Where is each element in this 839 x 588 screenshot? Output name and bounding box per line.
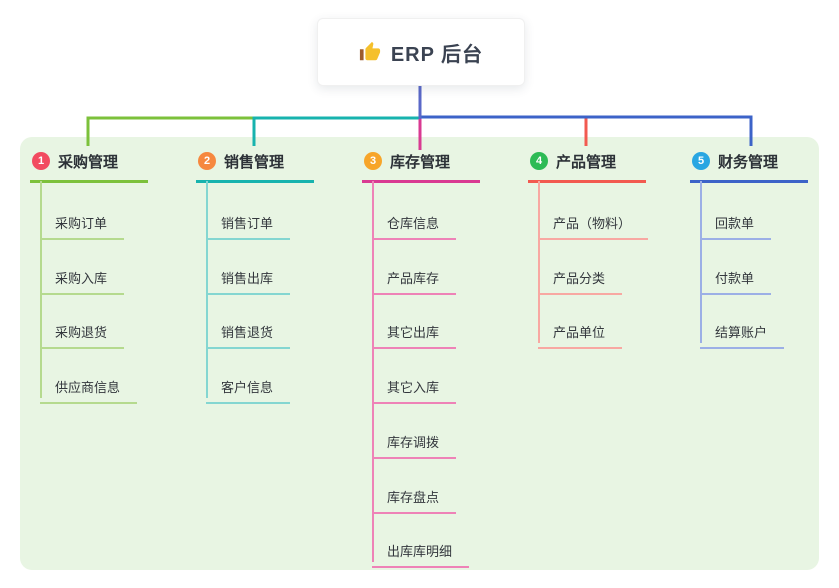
child-node[interactable]: 采购入库: [40, 260, 125, 295]
branch-label: 库存管理: [390, 153, 451, 171]
child-node[interactable]: 采购退货: [40, 314, 125, 349]
child-node[interactable]: 其它出库: [372, 314, 457, 349]
child-node[interactable]: 结算账户: [700, 314, 785, 349]
child-node[interactable]: 仓库信息: [372, 205, 457, 240]
child-node[interactable]: 付款单: [700, 260, 772, 295]
child-node[interactable]: 库存盘点: [372, 479, 457, 514]
branch-child-line: [538, 181, 540, 343]
branch-title-3[interactable]: 3 库存管理: [362, 146, 480, 183]
child-node[interactable]: 回款单: [700, 205, 772, 240]
branch-label: 产品管理: [556, 153, 617, 171]
child-node[interactable]: 销售退货: [206, 314, 291, 349]
branch-label: 财务管理: [718, 153, 779, 171]
child-node[interactable]: 供应商信息: [40, 369, 138, 404]
branch-title-4[interactable]: 4 产品管理: [528, 146, 646, 183]
child-node[interactable]: 库存调拨: [372, 424, 457, 459]
root-node-label: ERP 后台: [390, 43, 484, 66]
child-node[interactable]: 销售出库: [206, 260, 291, 295]
branch-title-1[interactable]: 1 采购管理: [30, 146, 148, 183]
branch-label: 销售管理: [224, 153, 285, 171]
branch-child-line: [206, 181, 208, 398]
child-node[interactable]: 出库库明细: [372, 533, 470, 568]
child-node[interactable]: 客户信息: [206, 369, 291, 404]
branch-badge: 4: [530, 152, 548, 170]
thumbs-up-icon: [359, 41, 381, 63]
branch-label: 采购管理: [58, 153, 119, 171]
child-node[interactable]: 产品分类: [538, 260, 623, 295]
branch-badge: 3: [364, 152, 382, 170]
canvas-panel: [20, 137, 819, 570]
child-node[interactable]: 其它入库: [372, 369, 457, 404]
child-node[interactable]: 销售订单: [206, 205, 291, 240]
branch-badge: 2: [198, 152, 216, 170]
root-node[interactable]: ERP 后台: [317, 18, 525, 86]
child-node[interactable]: 产品库存: [372, 260, 457, 295]
branch-child-line: [40, 181, 42, 398]
branch-child-line: [372, 181, 374, 562]
branch-badge: 5: [692, 152, 710, 170]
branch-title-2[interactable]: 2 销售管理: [196, 146, 314, 183]
child-node[interactable]: 采购订单: [40, 205, 125, 240]
branch-title-5[interactable]: 5 财务管理: [690, 146, 808, 183]
branch-badge: 1: [32, 152, 50, 170]
child-node[interactable]: 产品单位: [538, 314, 623, 349]
branch-child-line: [700, 181, 702, 343]
child-node[interactable]: 产品（物料）: [538, 205, 649, 240]
